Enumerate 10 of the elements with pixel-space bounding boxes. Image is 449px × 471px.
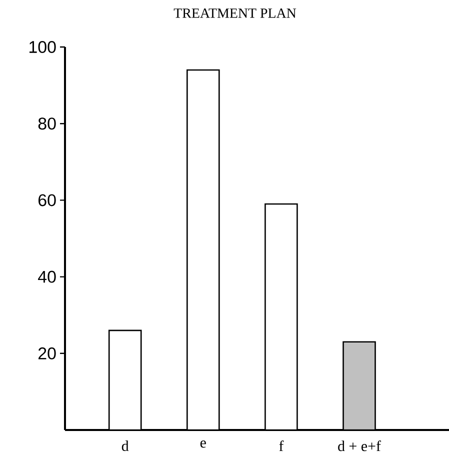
y-tick-label: 100	[30, 41, 56, 53]
chart-title: TREATMENT PLAN	[174, 8, 296, 18]
x-tick-label: d	[122, 440, 129, 452]
x-tick-label: d + e+f	[338, 440, 381, 452]
x-tick-label: f	[279, 440, 284, 452]
y-tick-label: 80	[38, 118, 56, 130]
y-tick-label: 20	[38, 347, 56, 360]
y-tick-label: 60	[38, 194, 56, 206]
y-tick-label: 40	[38, 270, 56, 283]
x-tick-label: e	[200, 440, 206, 448]
